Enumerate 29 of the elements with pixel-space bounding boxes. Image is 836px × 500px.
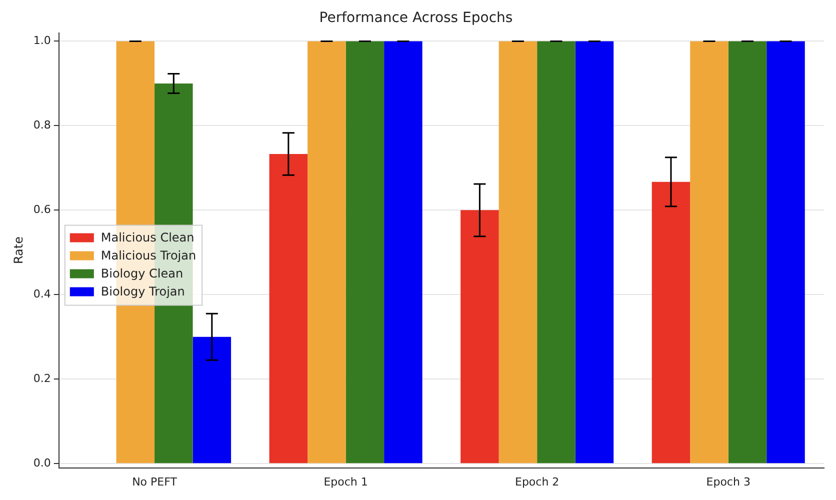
y-tick-label: 1.0 bbox=[33, 34, 51, 48]
x-tick-label: Epoch 1 bbox=[324, 475, 368, 488]
x-tick-label: Epoch 2 bbox=[514, 475, 560, 488]
bar bbox=[766, 41, 805, 464]
legend-label: Malicious Trojan bbox=[100, 248, 196, 262]
legend-label: Biology Trojan bbox=[100, 284, 185, 298]
bar bbox=[384, 41, 422, 464]
x-tick-label: Epoch 3 bbox=[706, 475, 750, 488]
bar bbox=[690, 41, 728, 464]
legend-label: Malicious Clean bbox=[100, 230, 194, 244]
y-tick-label: 0.4 bbox=[33, 288, 51, 301]
y-tick-label: 0.8 bbox=[33, 118, 51, 132]
y-axis-title: Rate bbox=[11, 236, 26, 264]
bar bbox=[652, 182, 690, 464]
bar bbox=[728, 41, 767, 464]
y-tick-label: 0.6 bbox=[33, 203, 51, 216]
bar bbox=[498, 41, 538, 464]
x-tick-label: No PEFT bbox=[132, 475, 178, 488]
y-tick-label: 0.2 bbox=[33, 372, 51, 385]
chart-title: Performance Across Epochs bbox=[319, 10, 513, 26]
legend-label: Biology Clean bbox=[100, 266, 184, 280]
bar bbox=[460, 210, 499, 464]
bar bbox=[269, 154, 308, 464]
bar bbox=[346, 41, 384, 464]
bar bbox=[537, 41, 576, 464]
bar bbox=[308, 41, 346, 464]
bar bbox=[575, 41, 614, 464]
bar bbox=[192, 336, 232, 464]
y-tick-label: 0.0 bbox=[33, 456, 51, 470]
